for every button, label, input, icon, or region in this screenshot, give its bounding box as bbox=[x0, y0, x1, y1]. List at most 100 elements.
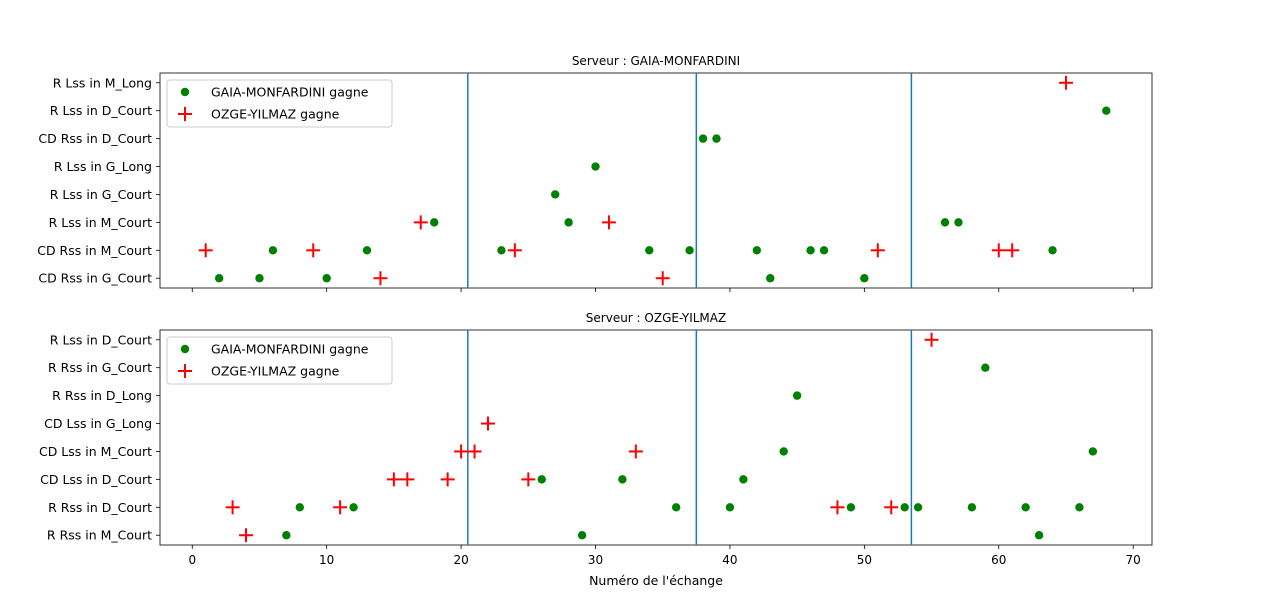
point-gaia-monfardini-wins bbox=[739, 475, 748, 484]
point-gaia-monfardini-wins bbox=[645, 246, 654, 255]
point-gaia-monfardini-wins bbox=[752, 246, 762, 255]
legend-label: OZGE-YILMAZ gagne bbox=[211, 107, 340, 122]
point-gaia-monfardini-wins bbox=[954, 218, 963, 227]
y-tick-label: R Lss in G_Long bbox=[54, 159, 152, 174]
y-tick-label: R Rss in M_Court bbox=[47, 528, 152, 543]
point-gaia-monfardini-wins bbox=[550, 190, 560, 199]
y-tick-label: R Rss in D_Court bbox=[48, 500, 152, 515]
point-ozge-yilmaz-wins bbox=[454, 444, 469, 459]
point-gaia-monfardini-wins bbox=[846, 503, 856, 512]
point-ozge-yilmaz-wins bbox=[467, 444, 482, 459]
x-tick-label: 20 bbox=[453, 553, 468, 567]
point-ozge-yilmaz-wins bbox=[924, 332, 939, 347]
point-gaia-monfardini-wins bbox=[1102, 106, 1111, 115]
y-tick-label: R Rss in D_Long bbox=[52, 388, 152, 403]
x-tick-label: 10 bbox=[319, 553, 334, 567]
legend-label: GAIA-MONFARDINI gagne bbox=[211, 85, 369, 100]
y-tick-label: CD Rss in M_Court bbox=[37, 243, 152, 258]
point-ozge-yilmaz-wins bbox=[830, 500, 845, 515]
point-gaia-monfardini-wins bbox=[967, 503, 977, 512]
point-gaia-monfardini-wins bbox=[819, 246, 829, 255]
legend: GAIA-MONFARDINI gagne OZGE-YILMAZ gagne bbox=[166, 79, 393, 128]
x-tick-label: 30 bbox=[588, 553, 603, 567]
point-ozge-yilmaz-wins bbox=[198, 243, 213, 258]
point-gaia-monfardini-wins bbox=[685, 246, 694, 255]
point-gaia-monfardini-wins bbox=[712, 134, 721, 143]
point-ozge-yilmaz-wins bbox=[521, 472, 536, 487]
y-tick-label: CD Lss in D_Court bbox=[40, 472, 152, 487]
point-gaia-monfardini-wins bbox=[564, 218, 573, 227]
point-gaia-monfardini-wins bbox=[349, 503, 358, 512]
plot-frame bbox=[159, 329, 1153, 546]
point-gaia-monfardini-wins bbox=[940, 218, 950, 227]
point-gaia-monfardini-wins bbox=[913, 503, 923, 512]
point-gaia-monfardini-wins bbox=[255, 274, 264, 283]
point-gaia-monfardini-wins bbox=[322, 274, 331, 283]
point-gaia-monfardini-wins bbox=[1034, 531, 1044, 540]
point-gaia-monfardini-wins bbox=[618, 475, 627, 484]
point-ozge-yilmaz-wins bbox=[628, 444, 643, 459]
point-ozge-yilmaz-wins bbox=[655, 271, 670, 286]
legend-box bbox=[166, 79, 393, 128]
point-gaia-monfardini-wins bbox=[577, 531, 587, 540]
point-ozge-yilmaz-wins bbox=[413, 215, 428, 230]
x-tick-label: 50 bbox=[857, 553, 872, 567]
point-ozge-yilmaz-wins bbox=[507, 243, 522, 258]
point-ozge-yilmaz-wins bbox=[400, 472, 415, 487]
point-gaia-monfardini-wins bbox=[806, 246, 815, 255]
point-gaia-monfardini-wins bbox=[430, 218, 439, 227]
point-gaia-monfardini-wins bbox=[779, 447, 788, 456]
point-ozge-yilmaz-wins bbox=[333, 500, 348, 515]
y-tick-label: R Lss in M_Court bbox=[49, 215, 152, 230]
point-gaia-monfardini-wins bbox=[268, 246, 278, 255]
y-tick-label: R Lss in G_Court bbox=[50, 187, 152, 202]
point-gaia-monfardini-wins bbox=[900, 503, 909, 512]
point-gaia-monfardini-wins bbox=[295, 503, 304, 512]
point-ozge-yilmaz-wins bbox=[1005, 243, 1020, 258]
legend: GAIA-MONFARDINI gagne OZGE-YILMAZ gagne bbox=[166, 336, 393, 385]
x-tick-label: 0 bbox=[188, 553, 196, 567]
point-gaia-monfardini-wins bbox=[671, 503, 681, 512]
point-gaia-monfardini-wins bbox=[1048, 246, 1057, 255]
point-ozge-yilmaz-wins bbox=[239, 528, 254, 543]
point-gaia-monfardini-wins bbox=[282, 531, 291, 540]
point-ozge-yilmaz-wins bbox=[1058, 75, 1073, 90]
y-tick-label: CD Rss in G_Court bbox=[38, 271, 152, 286]
point-ozge-yilmaz-wins bbox=[991, 243, 1006, 258]
chart-panel-1: Serveur : GAIA-MONFARDINI CD Rss in G_Cou… bbox=[37, 54, 1153, 292]
y-tick-label: R Rss in G_Court bbox=[48, 360, 152, 375]
y-tick-label: CD Lss in M_Court bbox=[39, 444, 152, 459]
x-tick-label: 70 bbox=[1126, 553, 1141, 567]
point-ozge-yilmaz-wins bbox=[225, 500, 240, 515]
point-ozge-yilmaz-wins bbox=[386, 472, 401, 487]
x-tick-label: 40 bbox=[722, 553, 737, 567]
point-gaia-monfardini-wins bbox=[860, 274, 869, 283]
point-gaia-monfardini-wins bbox=[698, 134, 708, 143]
point-ozge-yilmaz-wins bbox=[373, 271, 388, 286]
point-gaia-monfardini-wins bbox=[766, 274, 775, 283]
y-tick-label: CD Lss in G_Long bbox=[44, 416, 152, 431]
y-tick-label: R Lss in D_Court bbox=[50, 332, 152, 347]
chart-panel-2: Serveur : OZGE-YILMAZ 0 10 20 30 40 50 60 70 R Rs… bbox=[39, 311, 1153, 588]
point-ozge-yilmaz-wins bbox=[440, 472, 455, 487]
point-gaia-monfardini-wins bbox=[537, 475, 546, 484]
point-ozge-yilmaz-wins bbox=[884, 500, 899, 515]
legend-marker-dot bbox=[180, 344, 190, 354]
legend-box bbox=[166, 336, 393, 385]
x-tick-label: 60 bbox=[991, 553, 1006, 567]
y-tick-label: R Lss in D_Court bbox=[50, 103, 152, 118]
point-gaia-monfardini-wins bbox=[362, 246, 372, 255]
y-tick-label: CD Rss in D_Court bbox=[38, 131, 152, 146]
point-gaia-monfardini-wins bbox=[1075, 503, 1084, 512]
point-gaia-monfardini-wins bbox=[981, 363, 990, 372]
plot-frame bbox=[159, 72, 1153, 289]
chart-title: Serveur : GAIA-MONFARDINI bbox=[572, 54, 740, 68]
point-gaia-monfardini-wins bbox=[1088, 447, 1098, 456]
chart-title: Serveur : OZGE-YILMAZ bbox=[586, 311, 726, 325]
legend-label: OZGE-YILMAZ gagne bbox=[211, 364, 340, 379]
point-ozge-yilmaz-wins bbox=[870, 243, 885, 258]
legend-marker-dot bbox=[180, 87, 190, 97]
point-gaia-monfardini-wins bbox=[497, 246, 506, 255]
point-ozge-yilmaz-wins bbox=[480, 416, 495, 431]
